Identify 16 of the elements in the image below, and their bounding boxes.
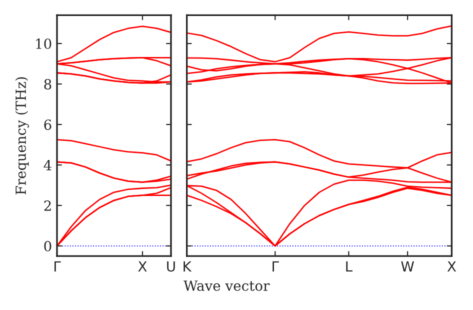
x-tick-label: Γ — [272, 261, 279, 272]
y-tick-label: 8 — [44, 78, 52, 90]
x-tick-label: Γ — [54, 261, 61, 272]
x-axis-title: Wave vector — [184, 280, 270, 291]
x-tick-label: X — [138, 261, 147, 272]
x-tick-label: K — [184, 261, 192, 272]
y-tick-label: 4 — [44, 160, 52, 170]
x-tick-label: W — [401, 261, 414, 272]
y-tick-label: 6 — [44, 119, 52, 130]
y-tick-label: 10 — [36, 38, 52, 49]
x-tick-label: X — [447, 261, 456, 272]
y-tick-label: 0 — [44, 240, 52, 252]
y-axis-title: Frequency (THz) — [15, 77, 29, 194]
x-tick-label: L — [346, 261, 352, 272]
x-tick-label: U — [167, 261, 175, 272]
y-tick-label: 2 — [44, 200, 51, 211]
